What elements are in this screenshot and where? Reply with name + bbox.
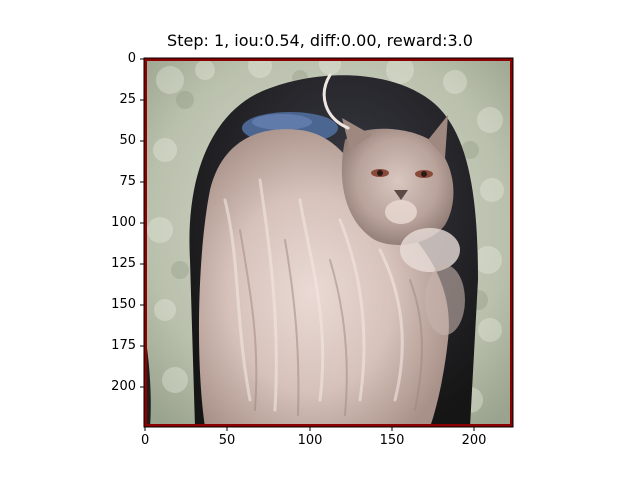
y-tick-label: 100 [111,215,136,230]
y-tick-label: 0 [127,51,136,66]
plot-title: Step: 1, iou:0.54, diff:0.00, reward:3.0 [167,31,473,50]
bounding-box [144,58,513,427]
x-tick-label: 100 [297,433,323,448]
y-tick-label: 200 [111,379,136,394]
y-tick-label: 75 [119,174,136,189]
cat-photo [144,58,513,427]
x-tick-label: 0 [141,433,150,448]
y-tick-label: 25 [119,92,136,107]
y-tick-label: 150 [111,297,136,312]
x-tick-label: 150 [379,433,405,448]
y-tick-label: 125 [111,256,136,271]
y-tick-label: 175 [111,338,136,353]
x-tick-label: 200 [461,433,487,448]
y-tick-label: 50 [119,133,136,148]
x-tick-label: 50 [218,433,236,448]
